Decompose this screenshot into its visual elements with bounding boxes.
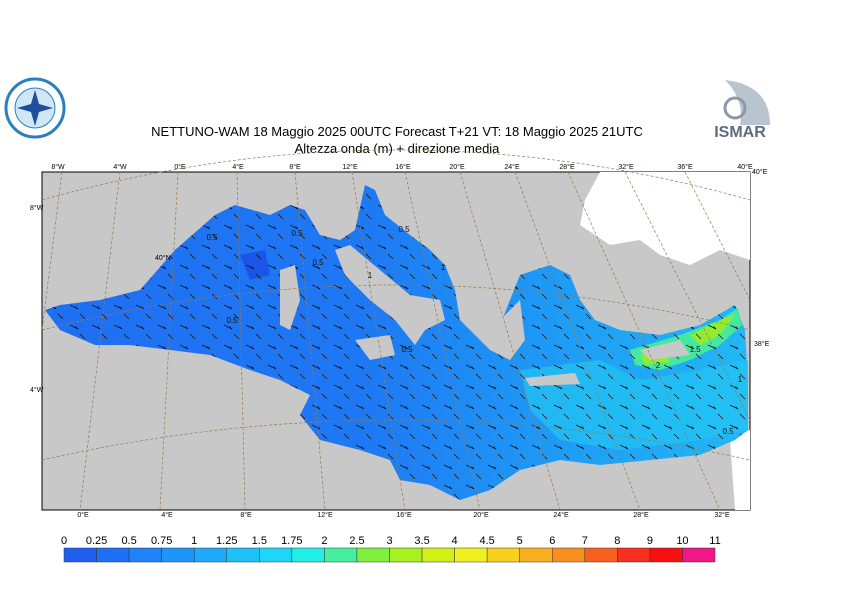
crete bbox=[525, 373, 580, 386]
graticule bbox=[41, 149, 751, 511]
contour-label: 0.5 bbox=[722, 427, 734, 436]
colorbar-label: 1.75 bbox=[281, 535, 302, 547]
colorbar-label: 2.5 bbox=[349, 535, 364, 547]
contour-label: 0.5 bbox=[226, 316, 238, 325]
lon-label-top: 40°E bbox=[737, 163, 753, 171]
subtitle: Altezza onda (m) + direzione media bbox=[295, 141, 501, 156]
lat-label-left: 4°W bbox=[30, 386, 44, 394]
lon-label-top: 36°E bbox=[677, 163, 693, 171]
colorbar-label: 6 bbox=[549, 535, 555, 547]
lon-label-top: 24°E bbox=[504, 163, 520, 171]
colorbar-box bbox=[161, 547, 195, 563]
contour-label: 1 bbox=[738, 375, 743, 384]
lon-label-top: 8°W bbox=[51, 163, 65, 171]
colorbar-label: 3.5 bbox=[414, 535, 429, 547]
colorbar-label: 0.75 bbox=[151, 535, 172, 547]
contour-label: 1 bbox=[368, 271, 373, 280]
contour-label: 0.5 bbox=[291, 229, 303, 238]
logo-right: ISMAR bbox=[710, 80, 770, 141]
colorbar-box bbox=[63, 547, 97, 563]
colorbar-box bbox=[128, 547, 162, 563]
sardinia bbox=[280, 265, 300, 330]
colorbar-label: 1 bbox=[191, 535, 197, 547]
colorbar-box bbox=[421, 547, 455, 563]
lon-label-top: 20°E bbox=[449, 163, 465, 171]
colorbar-label: 11 bbox=[709, 535, 720, 547]
colorbar-box bbox=[649, 547, 683, 563]
contour-label: 0.5 bbox=[401, 345, 413, 354]
colorbar-box bbox=[682, 547, 716, 563]
colorbar-label: 1.25 bbox=[216, 535, 237, 547]
colorbar-box bbox=[486, 547, 520, 563]
colorbar-label: 7 bbox=[582, 535, 588, 547]
lon-label-right: 40°E bbox=[752, 168, 768, 176]
colorbar-box bbox=[584, 547, 618, 563]
title: NETTUNO-WAM 18 Maggio 2025 00UTC Forecas… bbox=[151, 124, 643, 139]
lon-label-right: 38°E bbox=[754, 340, 770, 348]
colorbar-box bbox=[291, 547, 325, 563]
contour-label: 1 bbox=[441, 263, 446, 272]
colorbar-box bbox=[519, 547, 553, 563]
contour-label: 0.5 bbox=[206, 233, 218, 242]
colorbar-box bbox=[454, 547, 488, 563]
italy bbox=[335, 245, 445, 345]
contour-label: 0.5 bbox=[312, 258, 324, 267]
land-se bbox=[730, 430, 750, 510]
lon-label-bottom: 4°E bbox=[161, 511, 173, 519]
colorbar-label: 4 bbox=[452, 535, 458, 547]
contour-label: 1.5 bbox=[689, 345, 701, 354]
colorbar-box bbox=[389, 547, 423, 563]
colorbar-box bbox=[259, 547, 293, 563]
lon-label-top: 16°E bbox=[395, 163, 411, 171]
cyprus bbox=[640, 340, 690, 360]
lat-label-left: 8°W bbox=[30, 204, 44, 212]
lon-label-bottom: 16°E bbox=[396, 511, 412, 519]
lon-label-bottom: 12°E bbox=[317, 511, 333, 519]
contour-label: 2 bbox=[656, 361, 661, 370]
colorbar-label: 4.5 bbox=[480, 535, 495, 547]
wave-directions bbox=[45, 185, 748, 500]
lat-label-left: 40°N bbox=[155, 254, 171, 262]
lon-label-top: 28°E bbox=[559, 163, 575, 171]
colorbar-label: 0 bbox=[61, 535, 67, 547]
lon-label-top: 0°E bbox=[174, 163, 186, 171]
colorbar-label: 9 bbox=[647, 535, 653, 547]
colorbar-box bbox=[226, 547, 260, 563]
lon-label-bottom: 32°E bbox=[714, 511, 730, 519]
contour-label: 0.5 bbox=[398, 225, 410, 234]
colorbar-label: 2 bbox=[321, 535, 327, 547]
lon-label-top: 8°E bbox=[289, 163, 301, 171]
lon-label-top: 12°E bbox=[342, 163, 358, 171]
colorbar-label: 0.5 bbox=[121, 535, 136, 547]
colorbar-label: 3 bbox=[386, 535, 392, 547]
lon-label-top: 32°E bbox=[618, 163, 634, 171]
colorbar-label: 5 bbox=[517, 535, 523, 547]
logo-left bbox=[4, 77, 66, 139]
lon-label-top: 4°E bbox=[232, 163, 244, 171]
colorbar-label: 1.5 bbox=[252, 535, 267, 547]
colorbar-label: 10 bbox=[676, 535, 688, 547]
lon-label-bottom: 24°E bbox=[553, 511, 569, 519]
lon-label-top: 4°W bbox=[113, 163, 127, 171]
colorbar-box bbox=[617, 547, 651, 563]
lon-label-bottom: 0°E bbox=[77, 511, 89, 519]
land-ne bbox=[580, 172, 750, 265]
colorbar-box bbox=[96, 547, 130, 563]
logo-text: ISMAR bbox=[714, 124, 766, 141]
lon-label-bottom: 20°E bbox=[473, 511, 489, 519]
colorbar-box bbox=[193, 547, 227, 563]
lon-label-bottom: 28°E bbox=[633, 511, 649, 519]
colorbar-box bbox=[324, 547, 358, 563]
colorbar-box bbox=[552, 547, 586, 563]
colorbar-label: 0.25 bbox=[86, 535, 107, 547]
colorbar-box bbox=[356, 547, 390, 563]
colorbar-label: 8 bbox=[614, 535, 620, 547]
sicily bbox=[355, 335, 395, 360]
lon-label-bottom: 8°E bbox=[240, 511, 252, 519]
map bbox=[41, 149, 751, 511]
